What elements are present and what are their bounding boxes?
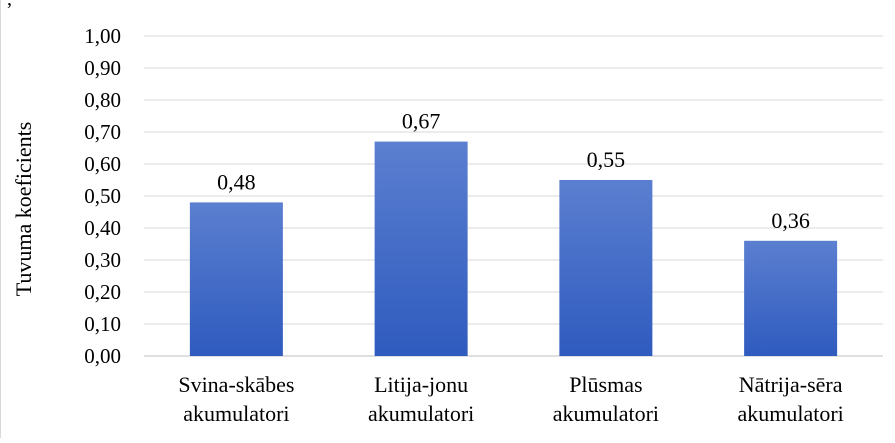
- bar: [559, 180, 653, 356]
- x-category-label: akumulatori: [368, 401, 474, 426]
- y-tick-label: 0,40: [84, 216, 121, 240]
- data-labels: 0,48 0,67 0,55 0,36: [217, 109, 810, 233]
- y-tick-label: 0,30: [84, 248, 121, 272]
- y-tick-label: 0,20: [84, 280, 121, 304]
- y-tick-label: 1,00: [84, 24, 121, 48]
- data-label: 0,48: [217, 169, 256, 194]
- x-category-label: Plūsmas: [569, 372, 642, 397]
- y-axis-title: Tuvuma koeficients: [11, 122, 36, 297]
- x-category-label: akumulatori: [183, 401, 289, 426]
- y-tick-label: 0,50: [84, 184, 121, 208]
- cropped-caption-fragment: ,: [7, 0, 12, 11]
- y-tick-label: 0,80: [84, 88, 121, 112]
- y-axis-tick-labels: 0,00 0,10 0,20 0,30 0,40 0,50 0,60 0,70 0,80 0,90…: [84, 24, 121, 368]
- data-label: 0,36: [771, 208, 810, 233]
- x-category-label: Nātrija-sēra: [739, 372, 843, 397]
- bar: [189, 202, 283, 356]
- x-axis-category-labels: Svina-skābes akumulatori Litija-jonu akumul…: [178, 372, 843, 426]
- x-category-label: akumulatori: [737, 401, 843, 426]
- bars: [189, 141, 838, 356]
- x-category-label: Svina-skābes: [178, 372, 294, 397]
- x-category-label: akumulatori: [553, 401, 659, 426]
- data-label: 0,67: [402, 109, 441, 134]
- data-label: 0,55: [587, 147, 626, 172]
- y-tick-label: 0,70: [84, 120, 121, 144]
- y-tick-label: 0,90: [84, 56, 121, 80]
- bar: [374, 141, 468, 356]
- y-tick-label: 0,60: [84, 152, 121, 176]
- y-tick-label: 0,10: [84, 312, 121, 336]
- x-category-label: Litija-jonu: [374, 372, 468, 397]
- y-tick-label: 0,00: [84, 344, 121, 368]
- bar: [744, 240, 838, 356]
